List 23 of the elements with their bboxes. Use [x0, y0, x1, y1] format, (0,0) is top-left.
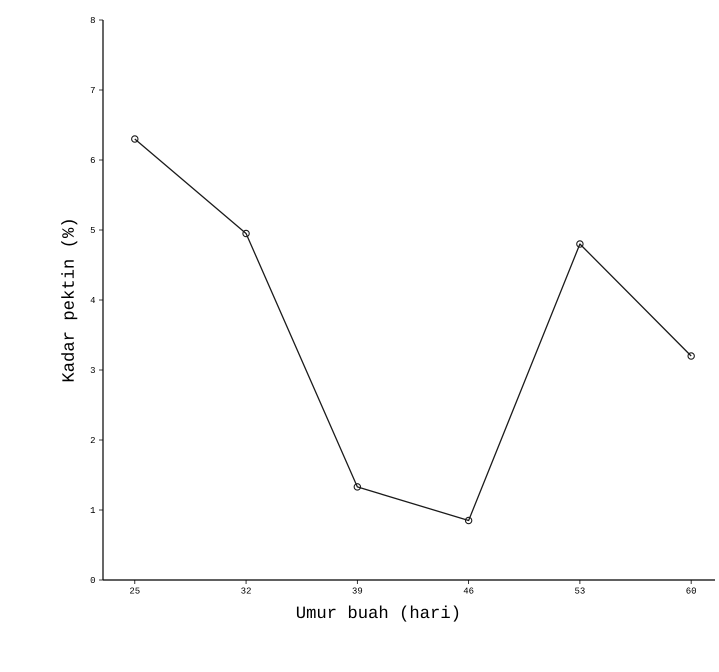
y-tick-label: 1 [90, 507, 96, 513]
y-tick-label: 8 [90, 16, 95, 24]
y-axis-title: Kadar pektin (%) [61, 220, 78, 382]
point [687, 352, 695, 360]
y-tick-label: 4 [90, 297, 96, 303]
x-axis-title: Umur buah (hari) [296, 606, 458, 622]
y-tick-label: 6 [90, 156, 95, 164]
x-tick-label: 53 [575, 588, 585, 594]
point [576, 240, 584, 248]
point [464, 516, 472, 524]
x-tick-label: 60 [686, 588, 696, 594]
point [354, 483, 362, 491]
y-tick-label: 3 [90, 366, 95, 374]
x-tick-label: 25 [130, 588, 140, 594]
point [242, 230, 250, 238]
x-tick-label: 32 [241, 588, 251, 594]
x-tick-label: 39 [352, 588, 362, 594]
y-tick-label: 5 [90, 227, 95, 233]
y-tick-label: 0 [90, 576, 95, 584]
y-tick-label: 2 [90, 437, 95, 443]
x-tick-label: 46 [464, 588, 474, 594]
point [131, 135, 139, 143]
y-tick-label: 7 [90, 87, 95, 93]
